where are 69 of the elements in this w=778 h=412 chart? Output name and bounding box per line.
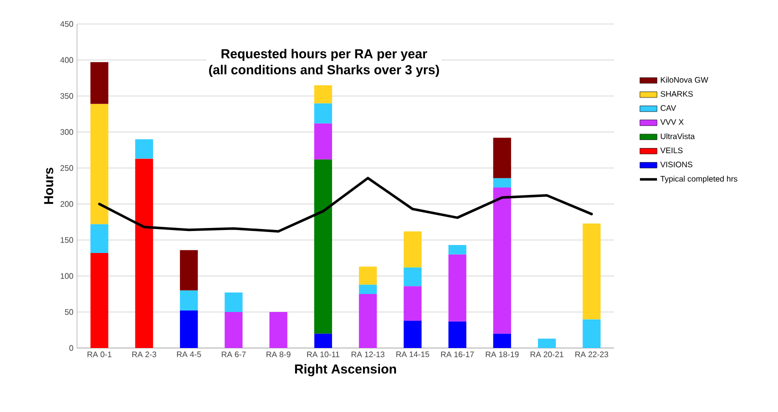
x-tick-label: RA 8-9 [266,352,290,358]
legend-label: UltraVista [660,133,695,140]
bar [493,334,512,348]
bar [90,224,108,253]
bar [448,245,466,254]
bar [404,286,422,321]
x-tick-label: RA 10-11 [307,352,340,358]
y-tick-label: 150 [60,237,74,243]
x-axis-title: Right Ascension [295,364,396,376]
line-series [98,176,593,233]
bar [358,266,377,285]
bar [448,321,466,348]
bar [493,138,512,178]
bar [404,267,422,286]
y-tick-label: 50 [64,309,74,315]
bar [314,85,332,104]
bar [314,159,332,334]
bar [269,312,288,348]
legend-label: Typical completed hrs [660,176,738,184]
bar [224,292,243,312]
legend-label: VISIONS [660,162,692,168]
bar [314,334,332,348]
bar [90,252,108,348]
x-tick-label: RA 22-23 [575,352,608,358]
text: Requested hours per RA per year [222,48,428,61]
legend-label: VEILS [660,148,683,154]
bar [180,310,198,348]
legend-label: KiloNova GW [660,76,708,83]
x-tick-label: RA 16-17 [441,352,474,358]
bar [582,319,601,348]
bar [135,158,154,348]
bar [582,223,601,320]
y-tick-label: 200 [60,201,74,207]
bar [358,284,377,294]
bar [314,103,332,124]
text: (all conditions and Sharks over 3 yrs) [209,64,439,77]
y-tick-label: 0 [69,345,74,351]
bar [135,139,154,159]
y-tick-label: 100 [60,273,74,279]
bar [90,104,108,224]
y-tick-label: 400 [60,57,74,63]
x-tick-label: RA 12-13 [352,352,384,358]
legend-label: SHARKS [660,91,693,97]
x-tick-label: RA 18-19 [486,352,519,358]
x-tick-label: RA 14-15 [396,352,430,358]
x-tick-label: RA 4-5 [177,352,201,358]
y-tick-label: 250 [60,165,74,171]
x-tick-label: RA 6-7 [222,352,246,358]
bar [538,338,556,348]
y-tick-label: 450 [60,21,74,27]
bar [180,290,198,311]
y-tick-label: 350 [60,93,74,99]
bar [493,187,512,334]
bar [180,250,198,290]
legend-label: CAV [660,105,676,111]
y-axis-title: Hours [44,168,54,204]
bar [224,312,243,348]
x-tick-label: RA 20-21 [530,352,564,358]
bar [404,320,422,348]
x-tick-label: RA 0-1 [88,352,112,358]
bar [90,62,108,104]
y-tick-label: 300 [60,129,74,135]
bar [493,178,512,188]
bar [358,294,377,348]
bar [448,254,466,322]
legend-label: VVV X [660,119,684,125]
bar [404,231,422,268]
bar [314,123,332,160]
x-tick-label: RA 2-3 [132,352,156,358]
